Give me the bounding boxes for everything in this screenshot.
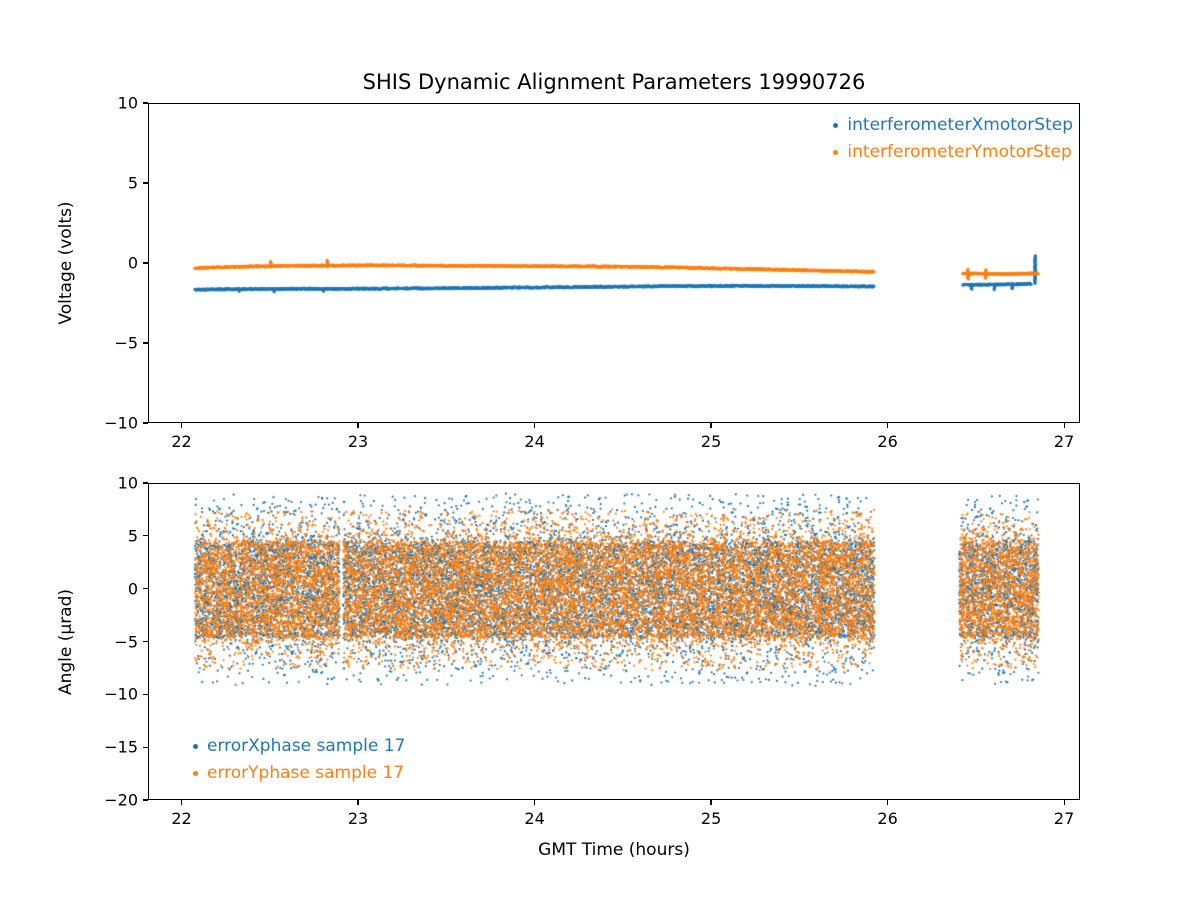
legend-marker-icon [833,149,839,155]
x-tick-mark [710,423,712,428]
x-tick-mark [357,423,359,428]
y-tick-mark [143,422,148,424]
x-tick-label: 22 [171,432,192,451]
x-tick-label: 22 [171,809,192,828]
y-tick-label: −10 [104,413,138,433]
x-tick-mark [886,800,889,805]
legend-item-error-x-phase: errorXphase sample 17 [193,736,405,756]
legend-label: interferometerXmotorStep [847,115,1073,135]
legend-marker-icon [193,743,198,749]
y-tick-label: 10 [117,473,138,493]
voltage-scatter-canvas [149,104,1079,422]
legend-marker-icon [833,122,839,128]
y-tick-label: −15 [104,737,138,757]
y-tick-label: 5 [127,526,138,546]
y-tick-mark [143,693,148,695]
voltage-legend: interferometerXmotorStep interferometerY… [833,115,1073,162]
x-tick-label: 23 [347,432,369,451]
x-tick-mark [180,423,183,428]
y-tick-mark [143,342,148,344]
y-tick-mark [143,262,148,264]
y-tick-mark [143,799,148,801]
y-tick-mark [143,102,148,104]
legend-item-y-motor-step: interferometerYmotorStep [833,142,1072,162]
y-tick-mark [143,746,148,748]
angle-scatter-canvas [149,484,1079,799]
y-tick-label: 10 [117,93,138,113]
time-axis-label: GMT Time (hours) [538,840,690,860]
x-tick-label: 26 [877,432,898,451]
legend-item-x-motor-step: interferometerXmotorStep [833,115,1073,135]
x-tick-label: 25 [700,809,722,828]
x-tick-label: 27 [1053,809,1075,828]
chart-title: SHIS Dynamic Alignment Parameters 199907… [362,70,866,94]
legend-marker-icon [193,770,198,776]
y-tick-label: 0 [127,253,138,273]
y-tick-label: −20 [104,790,138,810]
y-tick-label: 0 [127,579,138,599]
x-tick-label: 26 [877,809,898,828]
y-tick-label: −10 [104,684,138,704]
voltage-axes: interferometerXmotorStep interferometerY… [148,103,1080,423]
y-tick-mark [143,182,148,184]
legend-label: interferometerYmotorStep [847,142,1072,162]
x-tick-mark [710,800,712,805]
y-tick-label: −5 [114,333,138,353]
x-tick-mark [1063,800,1065,805]
legend-label: errorXphase sample 17 [207,736,406,756]
x-tick-label: 25 [700,432,722,451]
x-tick-label: 24 [524,809,545,828]
y-tick-label: 5 [127,173,138,193]
angle-axis-label: Angle (µrad) [56,588,76,696]
y-tick-mark [143,482,148,484]
legend-label: errorYphase sample 17 [207,763,405,783]
x-tick-mark [533,423,536,428]
x-tick-mark [533,800,536,805]
angle-axes: errorXphase sample 17 errorYphase sample… [148,483,1080,800]
y-tick-mark [143,588,148,590]
angle-legend: errorXphase sample 17 errorYphase sample… [193,736,405,783]
y-tick-mark [143,640,148,643]
x-tick-mark [1063,423,1065,428]
x-tick-mark [886,423,889,428]
legend-item-error-y-phase: errorYphase sample 17 [193,763,404,783]
x-tick-label: 24 [524,432,545,451]
y-tick-label: −5 [114,632,138,651]
x-tick-mark [180,800,183,805]
x-tick-mark [357,800,359,805]
x-tick-label: 23 [347,809,369,828]
x-tick-label: 27 [1053,432,1075,451]
voltage-axis-label: Voltage (volts) [56,201,76,325]
y-tick-mark [143,535,148,537]
